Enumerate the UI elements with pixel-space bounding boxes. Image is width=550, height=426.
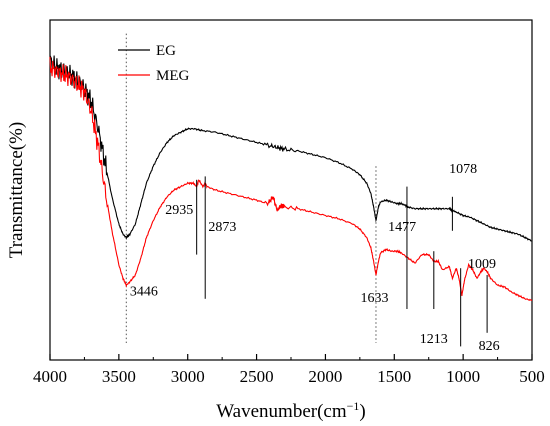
x-tick-label-4000: 4000: [33, 367, 67, 386]
x-axis-title-main: Wavenumber(cm: [216, 401, 347, 422]
x-axis-title-close: ): [359, 401, 365, 422]
x-tick-label-2500: 2500: [240, 367, 274, 386]
plot-frame: [49, 19, 533, 361]
peak-label-3446: 3446: [130, 284, 158, 299]
series-line-eg: [49, 55, 533, 242]
peak-label-1213: 1213: [420, 332, 448, 347]
series-line-meg: [49, 56, 533, 302]
x-tick-label-3000: 3000: [171, 367, 205, 386]
peak-annotations: 3446 2935 2873 1633 1477 1078 1213 1009 826: [130, 162, 500, 354]
legend-label-meg: MEG: [156, 68, 190, 84]
peak-label-2935: 2935: [165, 203, 193, 218]
y-axis-title: Transmittance(%): [6, 122, 27, 259]
peak-label-2873: 2873: [208, 220, 236, 235]
peak-label-1078: 1078: [449, 162, 477, 177]
x-tick-label-1000: 1000: [446, 367, 480, 386]
peak-label-826: 826: [479, 339, 500, 354]
axes-box: [49, 19, 533, 361]
series-lines: [49, 55, 533, 302]
x-axis-title-sup: −1: [347, 399, 360, 413]
x-axis-tick-labels: 4000 3500 3000 2500 2000 1500 1000 500: [33, 367, 545, 386]
x-tick-label-1500: 1500: [377, 367, 411, 386]
reference-lines: [125, 33, 377, 343]
x-axis-title: Wavenumber(cm−1): [216, 399, 365, 422]
legend: EG MEG: [118, 43, 190, 84]
peak-label-1633: 1633: [361, 291, 389, 306]
x-tick-label-2000: 2000: [308, 367, 342, 386]
legend-label-eg: EG: [156, 43, 176, 59]
x-tick-label-3500: 3500: [102, 367, 136, 386]
peak-label-1009: 1009: [468, 257, 496, 272]
peak-label-1477: 1477: [388, 220, 416, 235]
x-tick-label-500: 500: [519, 367, 545, 386]
x-axis-ticks: [49, 354, 533, 360]
